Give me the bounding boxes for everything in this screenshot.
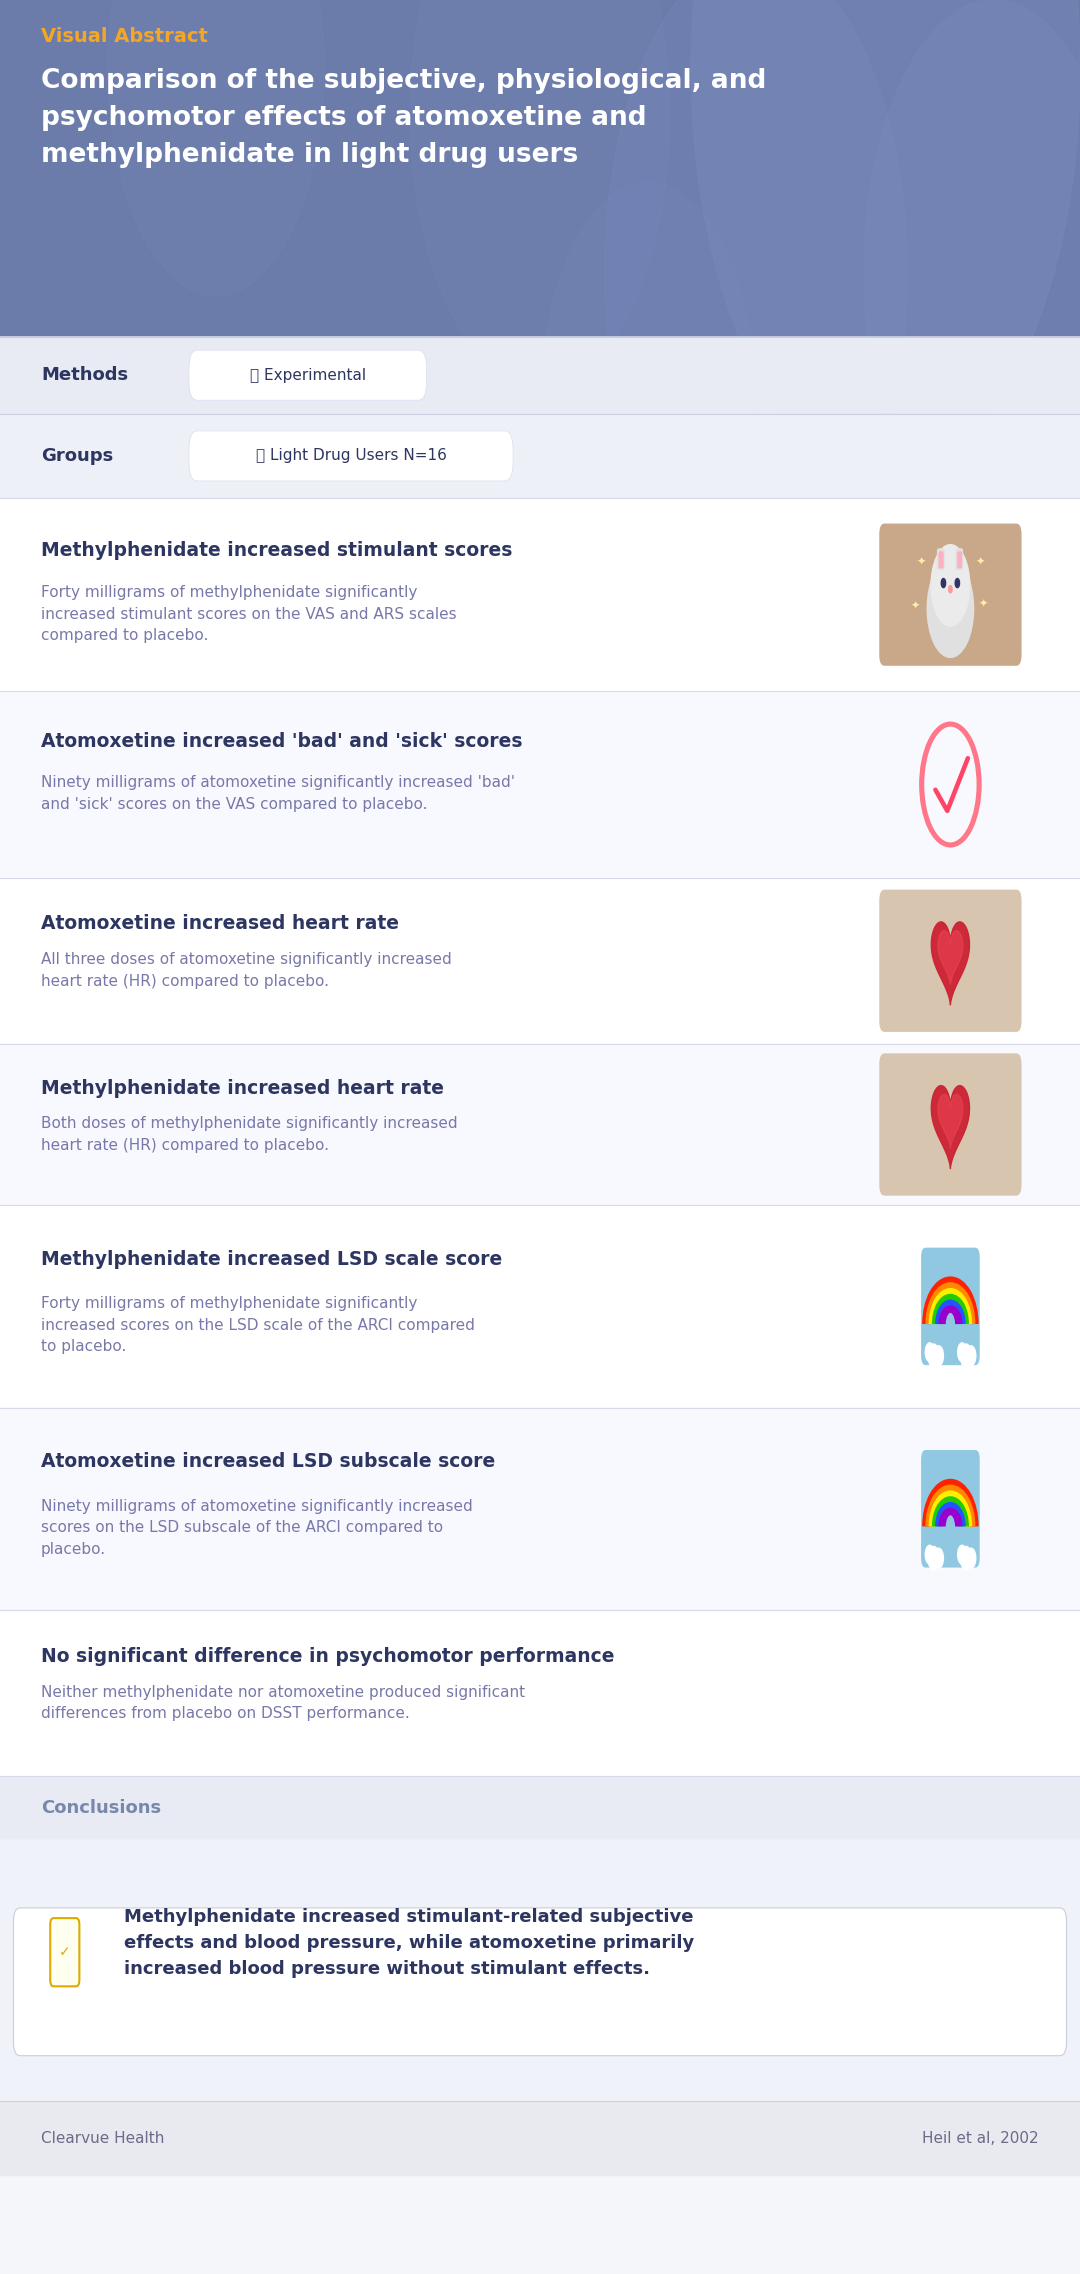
FancyBboxPatch shape [879, 889, 1022, 1032]
Circle shape [931, 546, 970, 625]
Circle shape [108, 0, 324, 296]
Circle shape [967, 1549, 976, 1569]
Circle shape [958, 1546, 967, 1565]
FancyBboxPatch shape [957, 550, 962, 568]
FancyBboxPatch shape [0, 498, 1080, 691]
FancyBboxPatch shape [956, 548, 963, 571]
Text: Forty milligrams of methylphenidate significantly
increased scores on the LSD sc: Forty milligrams of methylphenidate sign… [41, 1296, 475, 1355]
Text: Visual Abstract: Visual Abstract [41, 27, 208, 45]
FancyBboxPatch shape [0, 1408, 1080, 1610]
Text: Atomoxetine increased 'bad' and 'sick' scores: Atomoxetine increased 'bad' and 'sick' s… [41, 732, 523, 750]
FancyBboxPatch shape [13, 1908, 1067, 2056]
Circle shape [926, 1344, 934, 1362]
Text: Groups: Groups [41, 448, 113, 464]
FancyBboxPatch shape [0, 337, 1080, 414]
Circle shape [926, 1546, 934, 1565]
Circle shape [960, 1344, 972, 1367]
FancyBboxPatch shape [921, 1451, 980, 1567]
FancyBboxPatch shape [0, 691, 1080, 878]
Text: Clearvue Health: Clearvue Health [41, 2131, 164, 2147]
Circle shape [948, 587, 953, 594]
Text: Methylphenidate increased stimulant scores: Methylphenidate increased stimulant scor… [41, 541, 512, 559]
FancyBboxPatch shape [189, 350, 427, 400]
Text: Conclusions: Conclusions [41, 1799, 161, 1817]
FancyBboxPatch shape [0, 878, 1080, 1044]
Circle shape [934, 1549, 944, 1569]
Circle shape [864, 0, 1080, 546]
Circle shape [958, 1344, 967, 1362]
Text: ✦: ✦ [910, 600, 920, 612]
Circle shape [928, 1546, 940, 1569]
FancyBboxPatch shape [0, 1205, 1080, 1408]
Text: Methylphenidate increased stimulant-related subjective
effects and blood pressur: Methylphenidate increased stimulant-rela… [124, 1908, 694, 1978]
Circle shape [960, 1546, 972, 1569]
Polygon shape [939, 1094, 962, 1148]
Circle shape [955, 578, 959, 587]
Polygon shape [931, 921, 970, 1005]
Text: Ninety milligrams of atomoxetine significantly increased
scores on the LSD subsc: Ninety milligrams of atomoxetine signifi… [41, 1499, 473, 1558]
Text: Forty milligrams of methylphenidate significantly
increased stimulant scores on : Forty milligrams of methylphenidate sign… [41, 584, 457, 644]
Text: Comparison of the subjective, physiological, and
psychomotor effects of atomoxet: Comparison of the subjective, physiologi… [41, 68, 767, 168]
FancyBboxPatch shape [0, 2101, 1080, 2176]
Text: 👤 Light Drug Users N=16: 👤 Light Drug Users N=16 [256, 448, 446, 464]
FancyBboxPatch shape [0, 1610, 1080, 1776]
Text: ✓: ✓ [59, 1944, 70, 1960]
Text: Methylphenidate increased LSD scale score: Methylphenidate increased LSD scale scor… [41, 1251, 502, 1269]
FancyBboxPatch shape [0, 414, 1080, 498]
Text: Ninety milligrams of atomoxetine significantly increased 'bad'
and 'sick' scores: Ninety milligrams of atomoxetine signifi… [41, 775, 515, 812]
Text: Atomoxetine increased heart rate: Atomoxetine increased heart rate [41, 914, 399, 932]
Text: Both doses of methylphenidate significantly increased
heart rate (HR) compared t: Both doses of methylphenidate significan… [41, 1117, 458, 1153]
Text: 🔬 Experimental: 🔬 Experimental [249, 368, 366, 382]
FancyBboxPatch shape [939, 550, 944, 568]
FancyBboxPatch shape [0, 1776, 1080, 1840]
FancyBboxPatch shape [879, 523, 1022, 666]
Text: All three doses of atomoxetine significantly increased
heart rate (HR) compared : All three doses of atomoxetine significa… [41, 953, 451, 989]
Text: Methylphenidate increased heart rate: Methylphenidate increased heart rate [41, 1080, 444, 1098]
Circle shape [928, 559, 973, 657]
FancyBboxPatch shape [0, 0, 1080, 337]
Text: Neither methylphenidate nor atomoxetine produced significant
differences from pl: Neither methylphenidate nor atomoxetine … [41, 1685, 525, 1721]
Circle shape [928, 1344, 940, 1367]
Text: Methods: Methods [41, 366, 129, 384]
Text: ✦: ✦ [916, 557, 926, 566]
Text: ✦: ✦ [978, 598, 987, 609]
FancyBboxPatch shape [936, 548, 945, 571]
Text: ✦: ✦ [975, 557, 985, 566]
FancyBboxPatch shape [0, 1044, 1080, 1205]
FancyBboxPatch shape [879, 1053, 1022, 1196]
Circle shape [967, 1346, 976, 1367]
Text: Atomoxetine increased LSD subscale score: Atomoxetine increased LSD subscale score [41, 1453, 496, 1471]
Circle shape [942, 578, 946, 587]
Text: Heil et al, 2002: Heil et al, 2002 [922, 2131, 1039, 2147]
Text: No significant difference in psychomotor performance: No significant difference in psychomotor… [41, 1646, 615, 1665]
FancyBboxPatch shape [50, 1917, 80, 1987]
FancyBboxPatch shape [0, 1840, 1080, 2101]
Polygon shape [931, 1085, 970, 1169]
Circle shape [540, 182, 756, 637]
Circle shape [691, 0, 1080, 478]
Circle shape [605, 0, 907, 591]
Circle shape [410, 0, 670, 387]
Polygon shape [939, 930, 962, 985]
Circle shape [934, 1346, 944, 1367]
FancyBboxPatch shape [921, 1248, 980, 1364]
FancyBboxPatch shape [189, 432, 513, 482]
